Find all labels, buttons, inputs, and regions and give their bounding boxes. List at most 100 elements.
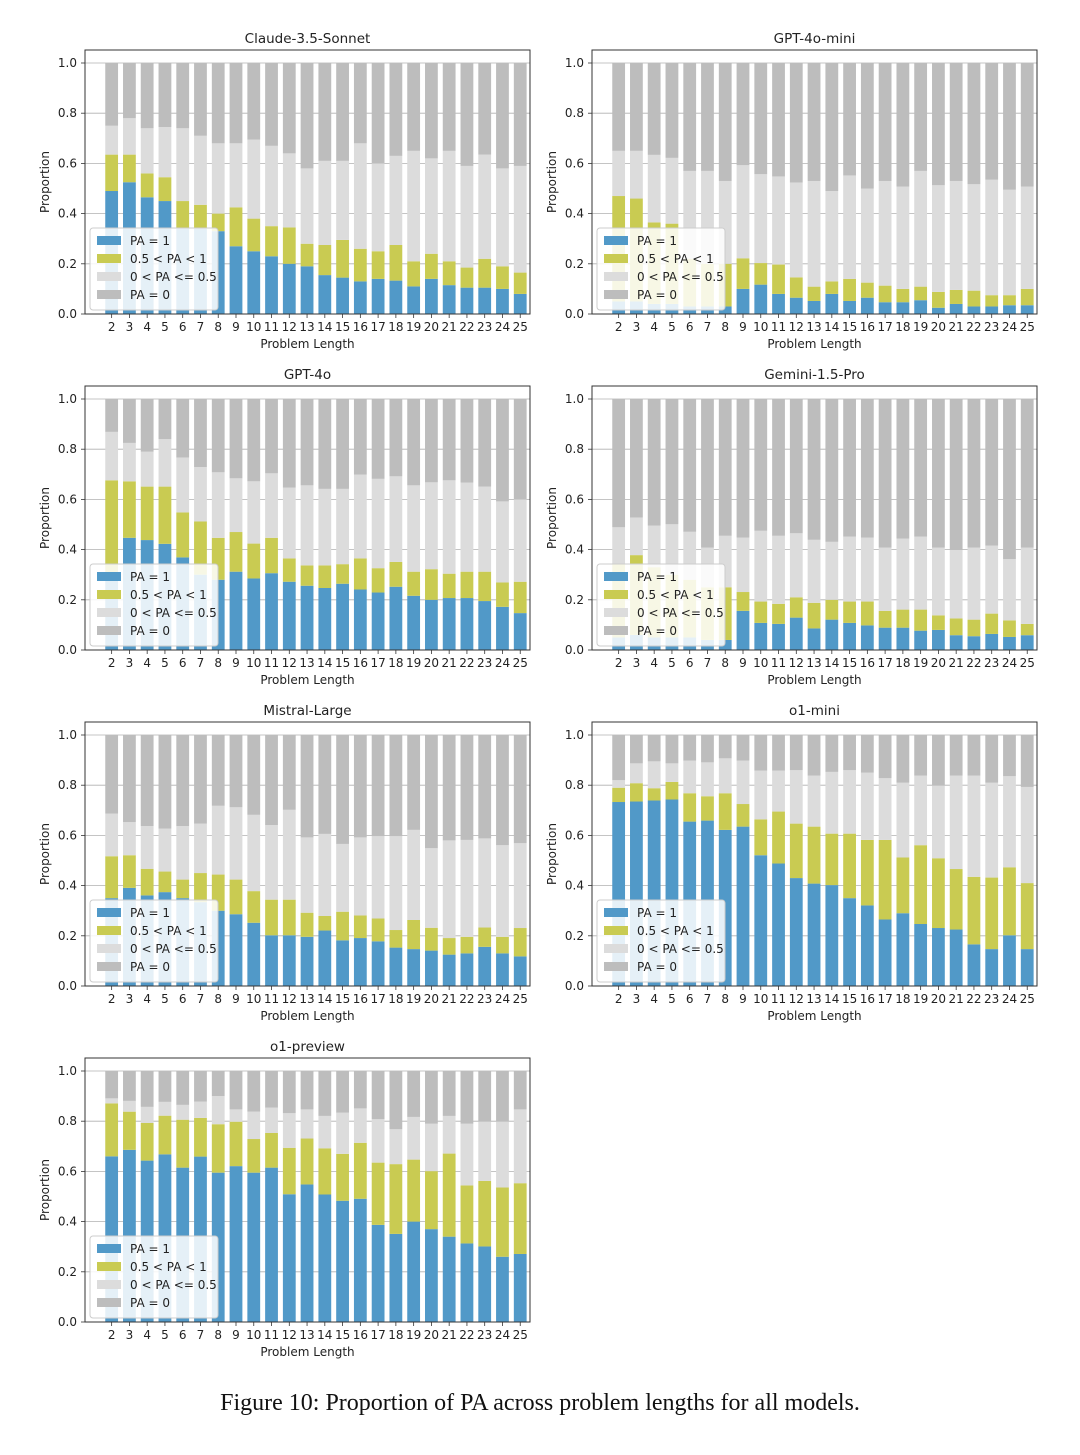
bar-segment	[949, 550, 963, 619]
bar-segment	[265, 1107, 278, 1133]
bar-segment	[336, 940, 349, 986]
x-tick-label: 3	[633, 320, 641, 334]
bar-segment	[1003, 63, 1016, 190]
bar-segment	[513, 928, 527, 957]
legend-swatch	[97, 962, 121, 971]
bar-segment	[1003, 295, 1016, 306]
bar-segment	[176, 128, 190, 202]
bar-segment	[612, 780, 626, 788]
bar-segment	[265, 935, 278, 986]
x-tick-label: 25	[1020, 992, 1035, 1006]
bar-segment	[442, 261, 456, 286]
bar-segment	[807, 883, 821, 986]
figure-caption: Figure 10: Proportion of PA across probl…	[220, 1390, 860, 1416]
legend-box	[89, 227, 219, 311]
x-tick-label: 22	[966, 656, 981, 670]
chart-title: o1-mini	[789, 703, 840, 719]
bar-segment	[612, 63, 626, 151]
bar-segment	[300, 1184, 314, 1322]
x-tick-label: 8	[721, 992, 729, 1006]
bar-segment	[496, 1121, 509, 1188]
bar-segment	[407, 1071, 421, 1117]
bar-segment	[105, 735, 119, 814]
legend-swatch	[97, 908, 121, 917]
bar-segment	[371, 1224, 385, 1322]
bar-segment	[158, 486, 172, 544]
bar-segment	[247, 399, 261, 482]
bar-segment	[967, 290, 981, 307]
bar-segment	[247, 481, 261, 544]
bar-segment	[878, 839, 892, 920]
bar-segment	[496, 582, 509, 607]
x-tick-label: 8	[214, 992, 222, 1006]
legend-swatch	[97, 254, 121, 263]
bar-segment	[389, 63, 403, 156]
bar-segment	[683, 760, 697, 794]
x-tick-label: 18	[388, 656, 403, 670]
bar-segment	[914, 170, 928, 287]
bar-segment	[140, 1106, 154, 1123]
bar-segment	[247, 218, 261, 252]
bar-segment	[513, 1071, 527, 1110]
x-tick-label: 20	[424, 1328, 439, 1342]
bar-segment	[407, 485, 421, 572]
bar-segment	[754, 63, 768, 175]
legend-swatch	[97, 926, 121, 935]
bar-segment	[1003, 636, 1016, 650]
bar-segment	[407, 399, 421, 486]
bar-segment	[318, 399, 332, 489]
bar-segment	[336, 583, 349, 650]
x-tick-label: 13	[299, 656, 314, 670]
bar-segment	[194, 399, 207, 468]
x-tick-label: 11	[264, 1328, 279, 1342]
bar-segment	[211, 1124, 225, 1173]
x-tick-label: 7	[197, 992, 205, 1006]
bar-segment	[825, 599, 839, 620]
bar-segment	[282, 809, 296, 900]
bar-segment	[896, 782, 910, 858]
bar-segment	[736, 610, 750, 650]
bar-segment	[914, 536, 928, 610]
bar-segment	[407, 286, 421, 314]
bar-segment	[647, 788, 661, 801]
bar-segment	[736, 537, 750, 593]
x-tick-label: 9	[739, 992, 747, 1006]
bar-segment	[949, 775, 963, 870]
y-tick-label: 0.4	[58, 879, 77, 893]
bar-segment	[247, 891, 261, 923]
bar-segment	[612, 150, 626, 197]
legend-label: PA = 0	[637, 960, 677, 974]
x-tick-label: 11	[264, 656, 279, 670]
bar-segment	[878, 627, 892, 650]
bar-segment	[949, 929, 963, 986]
bar-segment	[825, 191, 839, 282]
bar-segment	[105, 399, 119, 432]
x-tick-label: 15	[335, 656, 350, 670]
bar-segment	[105, 63, 119, 126]
bar-segment	[336, 277, 349, 314]
bar-segment	[860, 601, 874, 626]
bar-segment	[932, 858, 945, 929]
bar-segment	[860, 537, 874, 602]
bar-segment	[513, 735, 527, 844]
legend-label: 0 < PA <= 0.5	[637, 606, 724, 620]
bar-segment	[105, 154, 119, 192]
x-tick-label: 19	[406, 1328, 421, 1342]
bar-segment	[949, 735, 963, 776]
bar-segment	[478, 1180, 492, 1247]
bar-segment	[807, 399, 821, 540]
bar-segment	[282, 1194, 296, 1322]
y-tick-label: 0.8	[58, 442, 77, 456]
x-tick-label: 10	[753, 656, 768, 670]
bar-segment	[478, 1246, 492, 1322]
bar-segment	[789, 533, 803, 598]
x-tick-label: 23	[984, 992, 999, 1006]
bar-segment	[612, 527, 626, 564]
bar-segment	[825, 399, 839, 542]
chart-claude-3-5-sonnet: 2 3 4 5 6 7 8 9 10 11 12 13 14 15 16 17 18 19 20 21 22 23 24 25…	[38, 31, 531, 351]
bar-segment	[229, 143, 243, 208]
legend: PA = 1 0.5 < PA < 1 0 < PA <= 0.5 PA = 0	[89, 227, 219, 311]
bar-segment	[1003, 735, 1016, 777]
chart-gpt-4o: 2 3 4 5 6 7 8 9 10 11 12 13 14 15 16 17 18 19 20 21 22 23 24 25…	[38, 367, 531, 687]
x-tick-label: 7	[704, 656, 712, 670]
